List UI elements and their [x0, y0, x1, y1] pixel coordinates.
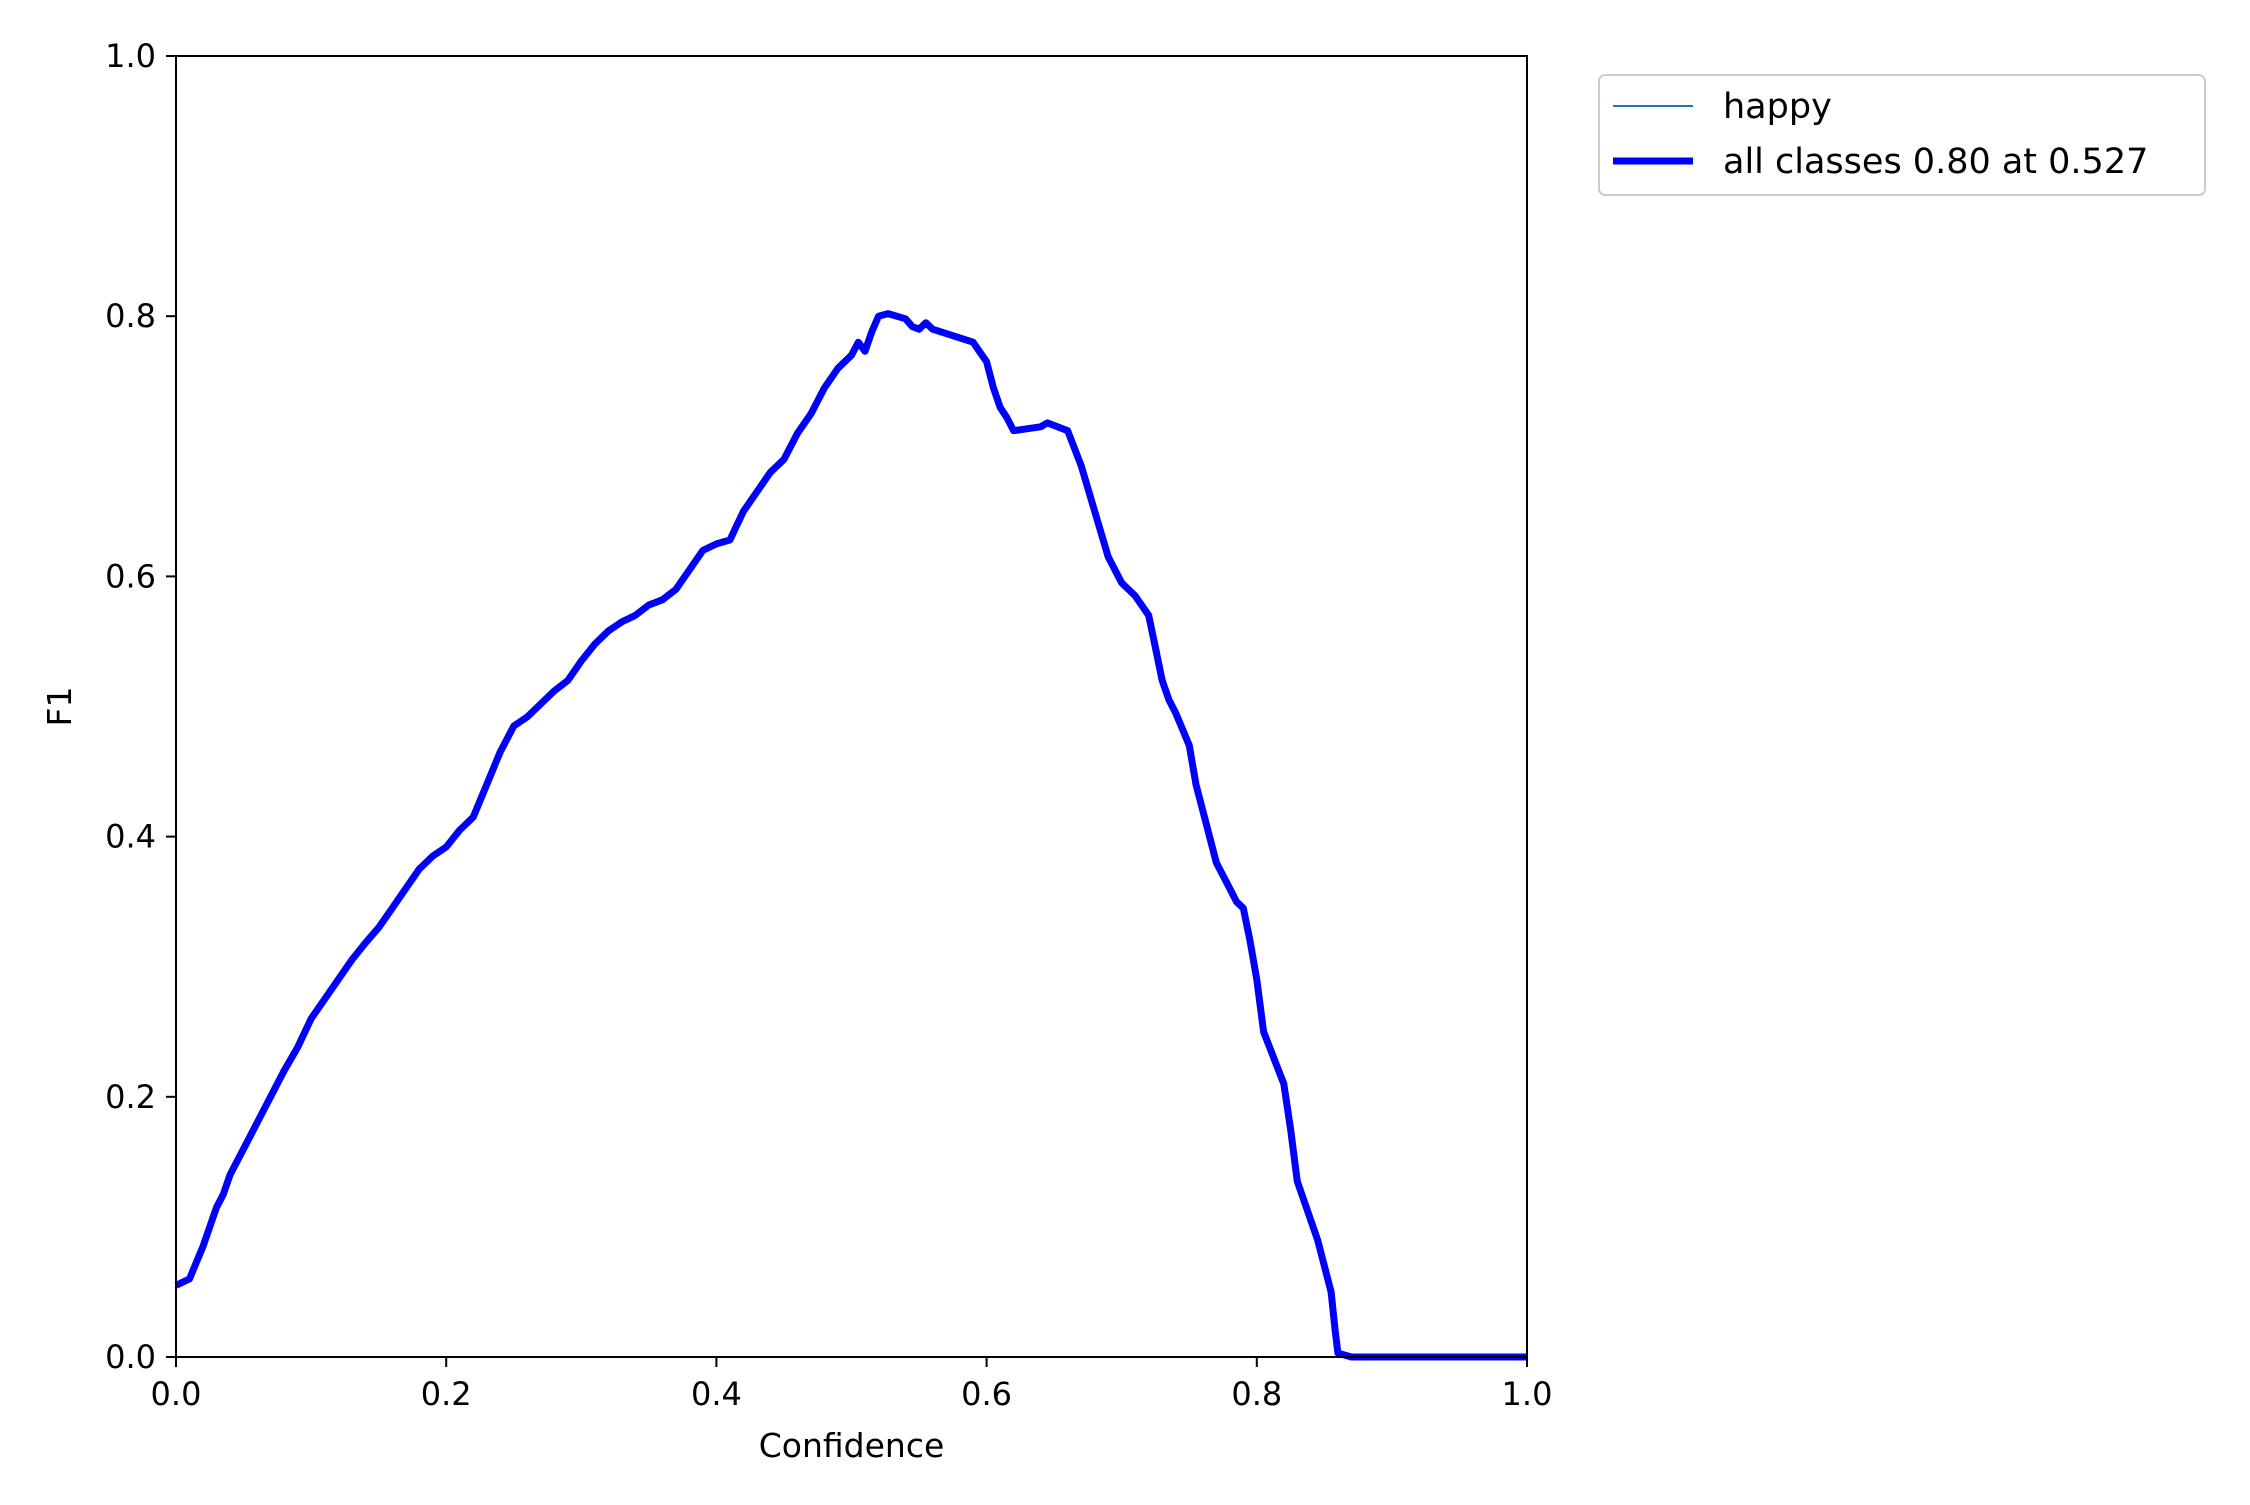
y-tick-label: 1.0 — [105, 37, 156, 75]
y-tick-label: 0.8 — [105, 297, 156, 335]
plot-area-frame — [175, 55, 1528, 1358]
y-tick-label: 0.6 — [105, 557, 156, 595]
y-axis: 0.0 0.2 0.4 0.6 0.8 1.0 — [105, 37, 176, 1376]
x-axis: 0.0 0.2 0.4 0.6 0.8 1.0 — [151, 1357, 1553, 1413]
y-axis-label: F1 — [40, 687, 79, 727]
x-tick-label: 0.4 — [691, 1375, 742, 1413]
y-tick-label: 0.4 — [105, 818, 156, 856]
x-tick-label: 1.0 — [1502, 1375, 1553, 1413]
x-tick-label: 0.2 — [421, 1375, 472, 1413]
series-layer — [174, 310, 1527, 1361]
x-tick-label: 0.8 — [1231, 1375, 1282, 1413]
legend-entry-label: happy — [1723, 87, 1832, 127]
legend: happy all classes 0.80 at 0.527 — [1598, 74, 2206, 196]
x-tick-label: 0.0 — [151, 1375, 202, 1413]
x-axis-label: Confidence — [759, 1426, 945, 1465]
series-line-all-classes — [174, 310, 1527, 1361]
x-tick-label: 0.6 — [961, 1375, 1012, 1413]
legend-entry-label: all classes 0.80 at 0.527 — [1723, 142, 2148, 182]
y-tick-label: 0.2 — [105, 1078, 156, 1116]
y-tick-label: 0.0 — [105, 1338, 156, 1376]
legend-box — [1598, 74, 2206, 196]
